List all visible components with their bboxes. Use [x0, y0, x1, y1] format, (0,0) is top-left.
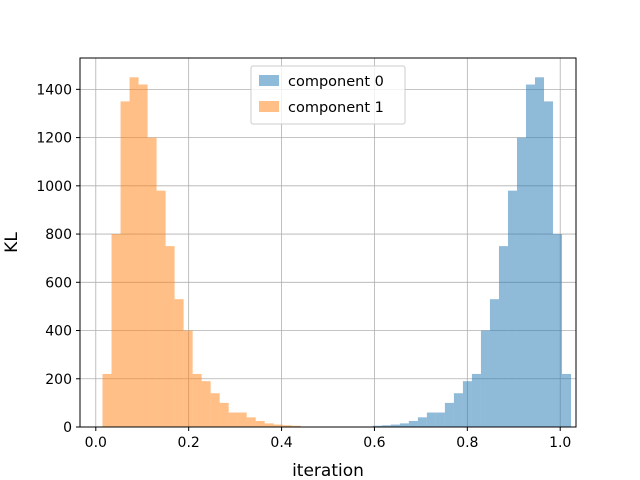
- bar: [426, 412, 436, 427]
- bar: [246, 417, 256, 427]
- bar: [553, 234, 563, 427]
- bar: [417, 417, 427, 427]
- legend-box: [250, 65, 406, 125]
- bar: [444, 402, 454, 427]
- bar: [435, 412, 445, 427]
- y-tick-label: 600: [45, 275, 72, 291]
- bar: [210, 393, 220, 427]
- bar: [489, 299, 499, 427]
- bar: [534, 77, 545, 427]
- legend-swatch: [259, 75, 279, 86]
- bar: [102, 373, 112, 427]
- y-tick-label: 0: [63, 420, 72, 436]
- bar: [408, 420, 418, 427]
- bar: [183, 330, 193, 427]
- x-tick-label: 0.0: [85, 435, 107, 451]
- bar: [120, 101, 130, 427]
- bar: [381, 425, 391, 427]
- legend: component 0 component 1: [250, 65, 406, 125]
- bar: [156, 190, 166, 427]
- bar: [498, 246, 508, 427]
- x-tick-label: 0.2: [178, 435, 200, 451]
- bar: [129, 77, 139, 427]
- x-tick-label: 1.0: [549, 435, 571, 451]
- y-axis-ticks: 0 200 400 600 800 1000 1200 1400: [36, 82, 80, 436]
- y-tick-label: 400: [45, 324, 72, 340]
- bar: [390, 424, 400, 427]
- y-tick-label: 1400: [36, 82, 72, 98]
- series-0: [363, 77, 572, 427]
- bar: [174, 299, 184, 427]
- bar: [562, 373, 572, 427]
- bar: [138, 84, 148, 427]
- legend-label: component 1: [288, 100, 384, 116]
- bar: [399, 423, 409, 427]
- bar: [507, 190, 517, 427]
- x-tick-label: 0.4: [270, 435, 292, 451]
- y-tick-label: 200: [45, 372, 72, 388]
- x-axis-label: iteration: [292, 461, 364, 480]
- bar: [480, 330, 490, 427]
- y-tick-label: 1000: [36, 179, 72, 195]
- plot-frame: [79, 57, 577, 428]
- bar: [282, 425, 292, 427]
- bar: [219, 402, 229, 427]
- bar: [192, 373, 202, 427]
- bar: [147, 137, 157, 427]
- bar: [291, 425, 301, 427]
- bar: [544, 101, 554, 427]
- series-1: [102, 77, 310, 427]
- bar: [255, 420, 265, 427]
- bar: [165, 246, 175, 427]
- bar: [111, 234, 121, 427]
- bar: [453, 393, 463, 427]
- bar: [462, 381, 472, 427]
- y-axis-label: KL: [2, 232, 22, 253]
- bar: [273, 424, 283, 427]
- bar: [264, 423, 274, 427]
- legend-label: component 0: [288, 74, 384, 90]
- bar: [516, 137, 526, 427]
- bar: [228, 412, 238, 427]
- bar: [372, 425, 382, 427]
- legend-swatch: [259, 101, 279, 112]
- bar: [237, 412, 247, 427]
- bar: [471, 373, 481, 427]
- bars: [102, 77, 572, 427]
- y-tick-label: 1200: [36, 131, 72, 147]
- bar: [201, 381, 211, 427]
- x-tick-label: 0.8: [456, 435, 478, 451]
- x-tick-label: 0.6: [363, 435, 385, 451]
- y-tick-label: 800: [45, 227, 72, 243]
- bar: [525, 84, 535, 427]
- x-axis-ticks: 0.0 0.2 0.4 0.6 0.8 1.0: [85, 427, 571, 451]
